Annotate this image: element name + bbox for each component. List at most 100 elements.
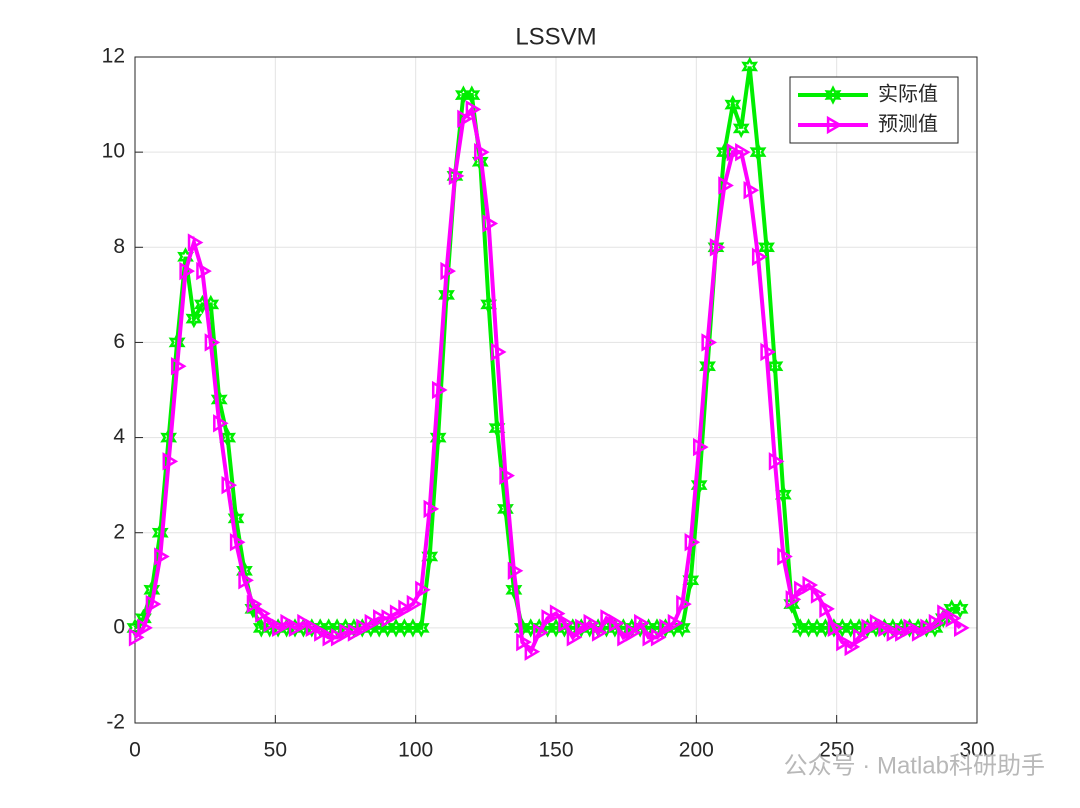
data-point xyxy=(271,618,288,638)
legend-marker xyxy=(824,85,842,105)
data-point xyxy=(726,142,743,162)
data-point xyxy=(827,618,844,638)
data-point xyxy=(676,594,692,614)
data-point xyxy=(145,594,162,614)
data-point xyxy=(221,475,238,495)
legend-label: 预测值 xyxy=(878,112,938,135)
data-point xyxy=(280,613,297,633)
data-point xyxy=(600,609,616,628)
data-point xyxy=(895,623,911,642)
x-tick-label: 250 xyxy=(819,739,854,762)
data-point xyxy=(490,342,507,362)
data-point xyxy=(381,609,398,628)
data-point xyxy=(185,308,203,329)
data-point xyxy=(758,237,775,258)
data-point xyxy=(749,142,767,162)
data-point xyxy=(170,357,187,376)
data-point xyxy=(743,181,760,200)
data-point xyxy=(497,499,514,519)
data-point xyxy=(524,642,541,661)
data-point xyxy=(878,618,894,638)
data-point xyxy=(474,142,490,162)
data-point xyxy=(802,575,819,595)
data-point xyxy=(634,613,650,633)
legend-box xyxy=(789,76,959,144)
data-point xyxy=(541,609,558,628)
data-point xyxy=(869,613,886,633)
data-point xyxy=(794,580,810,599)
data-point xyxy=(288,618,305,638)
data-point xyxy=(768,452,785,471)
data-point xyxy=(330,628,347,647)
data-point xyxy=(499,466,515,485)
data-point xyxy=(533,623,549,642)
data-point xyxy=(617,628,633,647)
data-point xyxy=(162,452,179,471)
data-point xyxy=(715,142,733,162)
data-point xyxy=(187,233,204,252)
data-point xyxy=(431,380,448,400)
data-point xyxy=(566,628,583,647)
y-tick-label: 2 xyxy=(113,520,125,543)
data-point xyxy=(741,56,759,77)
y-tick-label: 6 xyxy=(113,330,125,353)
data-point xyxy=(928,613,945,633)
x-tick-label: 150 xyxy=(538,739,573,762)
data-point xyxy=(673,618,691,638)
data-point xyxy=(810,585,827,604)
data-point xyxy=(213,414,229,433)
data-point xyxy=(732,118,750,139)
data-point xyxy=(608,613,625,633)
data-point xyxy=(724,94,742,115)
data-point xyxy=(920,618,936,638)
data-point xyxy=(735,142,751,162)
data-point xyxy=(558,613,574,633)
data-point xyxy=(238,571,254,590)
data-point xyxy=(322,628,339,647)
data-point xyxy=(398,599,414,619)
legend-marker xyxy=(826,115,843,135)
data-point xyxy=(819,599,835,619)
data-point xyxy=(179,261,195,281)
data-point xyxy=(440,261,457,281)
data-point xyxy=(263,613,280,633)
data-point xyxy=(373,609,389,628)
data-point xyxy=(364,613,381,633)
data-point xyxy=(457,109,473,129)
data-point xyxy=(945,609,962,628)
data-point xyxy=(305,618,322,638)
x-tick-label: 300 xyxy=(959,739,994,762)
data-point xyxy=(836,632,852,652)
data-point xyxy=(701,333,718,352)
data-point xyxy=(659,618,675,638)
data-point xyxy=(886,623,903,642)
data-point xyxy=(438,285,455,305)
data-point xyxy=(415,580,431,599)
data-point xyxy=(684,533,701,552)
data-point xyxy=(448,166,465,186)
data-point xyxy=(297,613,313,633)
data-point xyxy=(255,604,271,623)
data-point xyxy=(339,623,355,642)
data-point xyxy=(204,333,221,352)
y-tick-label: 8 xyxy=(113,235,125,258)
data-point xyxy=(709,238,726,257)
data-point xyxy=(482,214,499,233)
data-point xyxy=(951,599,969,619)
x-tick-label: 50 xyxy=(264,739,287,762)
data-point xyxy=(246,594,263,614)
y-tick-label: 12 xyxy=(102,45,125,68)
data-point xyxy=(751,247,768,266)
data-point xyxy=(516,632,532,652)
chart-title: LSSVM xyxy=(515,23,596,50)
data-point xyxy=(575,618,591,638)
x-tick-label: 200 xyxy=(679,739,714,762)
y-tick-label: 4 xyxy=(113,425,125,448)
plot-frame xyxy=(134,56,978,724)
data-point xyxy=(128,628,145,647)
x-tick-label: 0 xyxy=(129,739,141,762)
watermark: 公众号 · Matlab科研助手 xyxy=(784,752,1045,779)
legend-label: 实际值 xyxy=(878,82,938,105)
data-point xyxy=(549,604,566,623)
